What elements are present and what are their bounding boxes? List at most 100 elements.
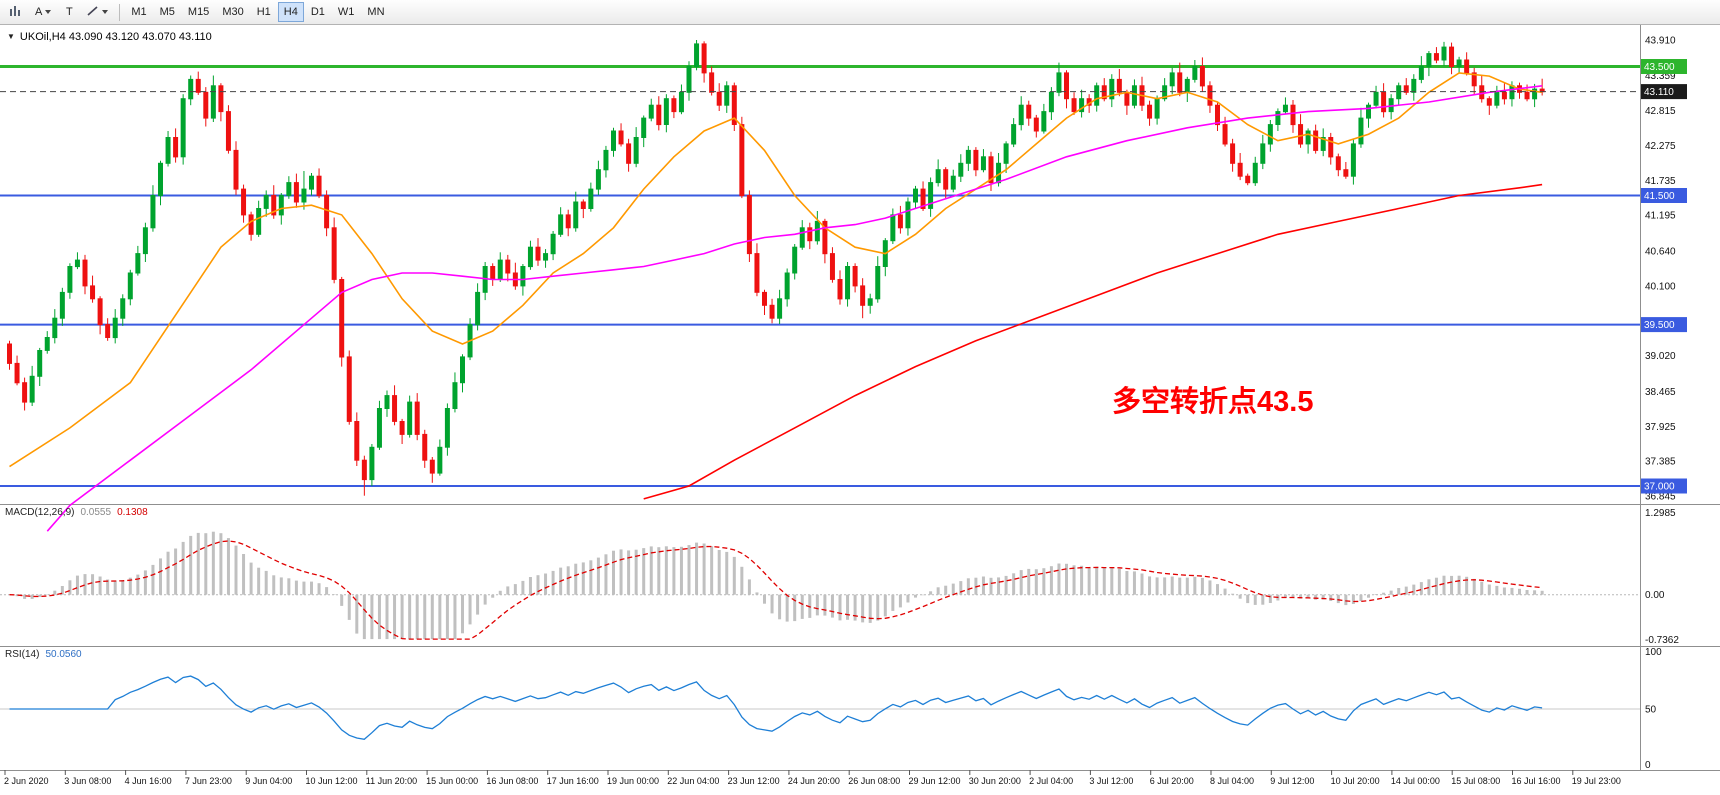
ma-line-red-slow xyxy=(643,183,1543,500)
svg-text:38.465: 38.465 xyxy=(1645,387,1676,398)
svg-text:39.020: 39.020 xyxy=(1645,351,1676,362)
svg-text:16 Jul 16:00: 16 Jul 16:00 xyxy=(1512,776,1561,786)
timeframe-d1-button[interactable]: D1 xyxy=(305,2,331,22)
horizontal-levels xyxy=(0,64,1640,487)
text-tool-button[interactable]: T xyxy=(58,2,80,22)
svg-text:41.500: 41.500 xyxy=(1644,191,1675,202)
letter-a-label: A xyxy=(35,6,43,18)
svg-text:43.110: 43.110 xyxy=(1644,87,1674,98)
svg-text:11 Jun 20:00: 11 Jun 20:00 xyxy=(366,776,417,786)
svg-text:7 Jun 23:00: 7 Jun 23:00 xyxy=(185,776,232,786)
svg-text:42.815: 42.815 xyxy=(1645,106,1676,117)
macd-header: MACD(12,26,9) 0.0555 0.1308 xyxy=(5,507,148,518)
caret-down-icon xyxy=(45,10,52,14)
price-badge-41.500: 41.500 xyxy=(1641,188,1687,203)
toolbar: A T M1 M5 M15 M30 H1 H4 D1 W1 MN xyxy=(0,0,1720,25)
macd-signal-line xyxy=(9,540,1543,640)
symbol-header: ▼ UKOil,H4 43.090 43.120 43.070 43.110 xyxy=(7,31,212,43)
svg-text:10 Jun 12:00: 10 Jun 12:00 xyxy=(306,776,358,786)
svg-text:43.359: 43.359 xyxy=(1645,71,1676,82)
price-badge-39.500: 39.500 xyxy=(1641,317,1687,333)
time-axis[interactable]: 2 Jun 2020 3 Jun 08:00 4 Jun 16:00 7 Jun 23… xyxy=(4,770,1621,786)
ma-line-magenta-medium xyxy=(46,85,1543,532)
bar-chart-icon xyxy=(9,5,22,20)
svg-text:15 Jul 08:00: 15 Jul 08:00 xyxy=(1451,776,1500,786)
current-price-badge: 43.110 xyxy=(1641,84,1687,100)
timeframe-m30-button[interactable]: M30 xyxy=(216,2,249,22)
svg-text:43.500: 43.500 xyxy=(1644,62,1675,73)
candlestick-series xyxy=(7,40,1545,496)
timeframe-mn-button[interactable]: MN xyxy=(361,2,390,22)
svg-text:0.00: 0.00 xyxy=(1645,590,1665,601)
svg-text:24 Jun 20:00: 24 Jun 20:00 xyxy=(788,776,840,786)
chart-window-button[interactable] xyxy=(3,2,28,22)
svg-text:41.735: 41.735 xyxy=(1645,176,1676,187)
line-tools-dropdown[interactable] xyxy=(81,2,114,22)
panel-separators xyxy=(0,25,1720,771)
svg-text:0: 0 xyxy=(1645,760,1651,771)
svg-text:10 Jul 20:00: 10 Jul 20:00 xyxy=(1331,776,1380,786)
svg-text:-0.7362: -0.7362 xyxy=(1645,635,1679,646)
rsi-header: RSI(14) 50.0560 xyxy=(5,649,82,660)
svg-text:23 Jun 12:00: 23 Jun 12:00 xyxy=(728,776,780,786)
svg-text:100: 100 xyxy=(1645,647,1662,658)
trendline-icon xyxy=(87,5,99,20)
price-badge-37.000: 37.000 xyxy=(1641,478,1687,494)
rsi-value: 50.0560 xyxy=(45,649,82,660)
svg-text:1.2985: 1.2985 xyxy=(1645,508,1676,519)
timeframe-m5-button[interactable]: M5 xyxy=(154,2,181,22)
svg-text:29 Jun 12:00: 29 Jun 12:00 xyxy=(909,776,961,786)
svg-text:4 Jun 16:00: 4 Jun 16:00 xyxy=(125,776,172,786)
svg-text:3 Jun 08:00: 3 Jun 08:00 xyxy=(64,776,111,786)
svg-text:19 Jul 23:00: 19 Jul 23:00 xyxy=(1572,776,1621,786)
svg-text:50: 50 xyxy=(1645,705,1657,716)
svg-text:16 Jun 08:00: 16 Jun 08:00 xyxy=(486,776,538,786)
svg-text:2 Jun 2020: 2 Jun 2020 xyxy=(4,776,49,786)
macd-signal-value: 0.1308 xyxy=(117,507,148,518)
svg-text:22 Jun 04:00: 22 Jun 04:00 xyxy=(667,776,719,786)
timeframe-buttons: M1 M5 M15 M30 H1 H4 D1 W1 MN xyxy=(125,2,390,22)
chart-annotation-text: 多空转折点43.5 xyxy=(1112,386,1314,418)
svg-text:30 Jun 20:00: 30 Jun 20:00 xyxy=(969,776,1021,786)
svg-text:17 Jun 16:00: 17 Jun 16:00 xyxy=(547,776,599,786)
collapse-triangle-icon: ▼ xyxy=(7,32,15,41)
svg-text:39.500: 39.500 xyxy=(1644,320,1675,331)
macd-panel: 1.2985 0.00 -0.7362 xyxy=(0,508,1679,646)
timeframe-m1-button[interactable]: M1 xyxy=(125,2,152,22)
svg-text:15 Jun 00:00: 15 Jun 00:00 xyxy=(426,776,478,786)
timeframe-h4-button[interactable]: H4 xyxy=(277,2,304,22)
svg-text:8 Jul 04:00: 8 Jul 04:00 xyxy=(1210,776,1254,786)
rsi-label: RSI(14) xyxy=(5,649,40,660)
svg-text:26 Jun 08:00: 26 Jun 08:00 xyxy=(848,776,900,786)
toolbar-separator xyxy=(119,3,121,21)
letter-t-label: T xyxy=(65,6,73,18)
svg-text:37.925: 37.925 xyxy=(1645,422,1676,433)
svg-text:37.000: 37.000 xyxy=(1644,482,1675,493)
rsi-panel: 100 50 0 xyxy=(0,647,1662,771)
svg-text:40.640: 40.640 xyxy=(1645,247,1676,258)
svg-text:9 Jul 12:00: 9 Jul 12:00 xyxy=(1270,776,1314,786)
caret-down-icon xyxy=(102,10,109,14)
svg-text:36.845: 36.845 xyxy=(1645,492,1676,503)
price-axis[interactable]: 43.910 43.359 42.815 42.275 41.735 41.195 40.6… xyxy=(1641,36,1687,503)
timeframe-h1-button[interactable]: H1 xyxy=(251,2,277,22)
font-annotation-dropdown[interactable]: A xyxy=(29,2,57,22)
svg-text:14 Jul 00:00: 14 Jul 00:00 xyxy=(1391,776,1440,786)
svg-text:2 Jul 04:00: 2 Jul 04:00 xyxy=(1029,776,1073,786)
svg-text:6 Jul 20:00: 6 Jul 20:00 xyxy=(1150,776,1194,786)
timeframe-m15-button[interactable]: M15 xyxy=(182,2,215,22)
svg-text:40.100: 40.100 xyxy=(1645,281,1676,292)
svg-text:37.385: 37.385 xyxy=(1645,457,1676,468)
svg-text:9 Jun 04:00: 9 Jun 04:00 xyxy=(245,776,292,786)
macd-main-value: 0.0555 xyxy=(80,507,112,518)
svg-text:41.195: 41.195 xyxy=(1645,211,1676,222)
svg-text:43.910: 43.910 xyxy=(1645,36,1676,47)
rsi-line xyxy=(9,675,1543,740)
price-badge-43.500: 43.500 xyxy=(1641,59,1687,74)
svg-text:19 Jun 00:00: 19 Jun 00:00 xyxy=(607,776,659,786)
svg-text:3 Jul 12:00: 3 Jul 12:00 xyxy=(1089,776,1133,786)
timeframe-w1-button[interactable]: W1 xyxy=(332,2,361,22)
svg-text:42.275: 42.275 xyxy=(1645,141,1676,152)
